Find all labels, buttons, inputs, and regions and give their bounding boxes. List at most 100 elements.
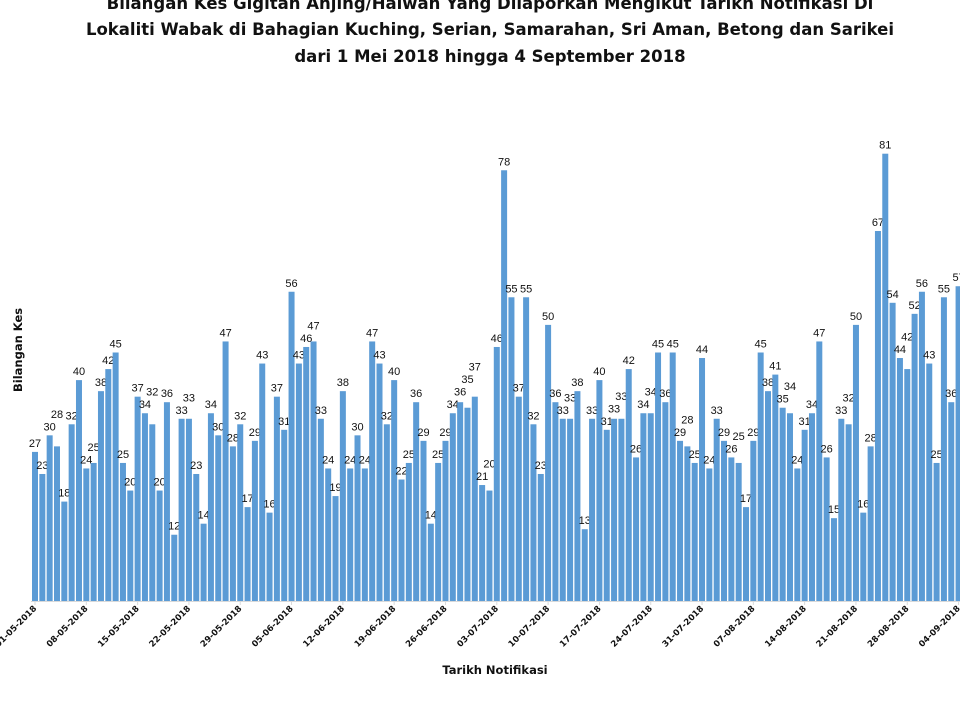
bar xyxy=(779,407,786,601)
data-label: 36 xyxy=(659,388,671,400)
data-label: 67 xyxy=(872,217,884,229)
data-label: 22 xyxy=(395,466,407,478)
x-tick-label: 03-07-2018 xyxy=(455,604,501,650)
data-label: 38 xyxy=(762,377,774,389)
bar xyxy=(251,440,258,601)
bar xyxy=(743,507,750,601)
bar xyxy=(105,369,112,601)
bar xyxy=(391,380,398,601)
data-label: 33 xyxy=(586,405,598,417)
data-label: 43 xyxy=(256,350,268,362)
data-label: 29 xyxy=(747,427,759,439)
x-tick-label: 28-08-2018 xyxy=(866,604,912,650)
bar xyxy=(808,413,815,601)
data-label: 43 xyxy=(293,350,305,362)
bar xyxy=(816,341,823,601)
bar xyxy=(464,407,471,601)
bar xyxy=(273,396,280,601)
data-label: 18 xyxy=(58,488,70,500)
data-label: 42 xyxy=(102,355,114,367)
bar xyxy=(339,391,346,601)
bar xyxy=(479,485,486,601)
data-label: 38 xyxy=(95,377,107,389)
data-label: 27 xyxy=(29,438,41,450)
data-label: 57 xyxy=(952,272,960,284)
bar xyxy=(699,358,706,601)
bar xyxy=(332,496,339,601)
data-label: 34 xyxy=(645,387,657,399)
data-label: 56 xyxy=(916,278,928,290)
data-label: 26 xyxy=(725,443,737,455)
bar xyxy=(801,429,808,601)
data-label: 50 xyxy=(542,311,554,323)
data-label: 36 xyxy=(945,388,957,400)
data-label: 45 xyxy=(652,339,664,351)
data-label: 25 xyxy=(733,431,745,443)
bar xyxy=(53,446,60,601)
data-label: 78 xyxy=(498,156,510,168)
x-tick-label: 22-05-2018 xyxy=(148,604,194,650)
bar xyxy=(178,418,185,601)
bar xyxy=(765,391,771,601)
bar xyxy=(545,324,552,601)
bar xyxy=(486,490,493,601)
data-label: 30 xyxy=(44,421,56,433)
bar xyxy=(860,512,867,601)
data-label: 36 xyxy=(549,388,561,400)
bar xyxy=(596,380,603,601)
data-label: 45 xyxy=(667,339,679,351)
bar xyxy=(867,446,874,601)
x-tick-label: 12-06-2018 xyxy=(301,604,347,650)
bar xyxy=(193,473,200,601)
bar xyxy=(926,363,933,601)
bar xyxy=(46,435,53,601)
bar xyxy=(97,391,104,601)
data-label: 16 xyxy=(263,499,275,511)
data-label: 25 xyxy=(88,442,100,454)
bar xyxy=(948,402,955,601)
data-label: 41 xyxy=(769,361,781,373)
bar xyxy=(127,490,134,601)
data-label: 20 xyxy=(124,477,136,489)
bar xyxy=(706,468,713,601)
bar xyxy=(655,352,662,601)
data-label: 32 xyxy=(527,410,539,422)
data-label: 35 xyxy=(777,394,789,406)
bar xyxy=(735,462,742,601)
x-tick-label: 05-06-2018 xyxy=(250,604,296,650)
data-label: 47 xyxy=(307,320,319,332)
data-label: 46 xyxy=(491,333,503,345)
data-label: 33 xyxy=(564,392,576,404)
data-label: 30 xyxy=(351,421,363,433)
data-label: 28 xyxy=(681,414,693,426)
bar xyxy=(933,462,940,601)
bar xyxy=(882,153,889,601)
data-label: 24 xyxy=(791,454,803,466)
bar xyxy=(361,468,368,601)
bar xyxy=(794,468,801,601)
data-label: 40 xyxy=(593,366,605,378)
bar xyxy=(354,435,361,601)
bar xyxy=(757,352,764,601)
bar xyxy=(68,424,75,601)
bar xyxy=(376,363,383,601)
bar xyxy=(493,346,500,601)
data-label: 45 xyxy=(755,339,767,351)
data-label: 31 xyxy=(601,416,613,428)
data-label: 25 xyxy=(403,449,415,461)
bar xyxy=(904,369,911,601)
data-label: 42 xyxy=(901,332,913,344)
x-axis-label: Tarikh Notifikasi xyxy=(442,663,548,677)
data-label: 47 xyxy=(813,327,825,339)
data-label: 33 xyxy=(608,403,620,415)
bar xyxy=(244,507,251,601)
data-label: 81 xyxy=(879,140,891,152)
bar xyxy=(625,369,632,601)
bar xyxy=(508,297,515,601)
bar xyxy=(449,413,456,601)
bar xyxy=(112,352,119,601)
bar xyxy=(295,363,302,601)
bar xyxy=(259,363,266,601)
data-label: 55 xyxy=(520,283,532,295)
data-label: 29 xyxy=(417,427,429,439)
